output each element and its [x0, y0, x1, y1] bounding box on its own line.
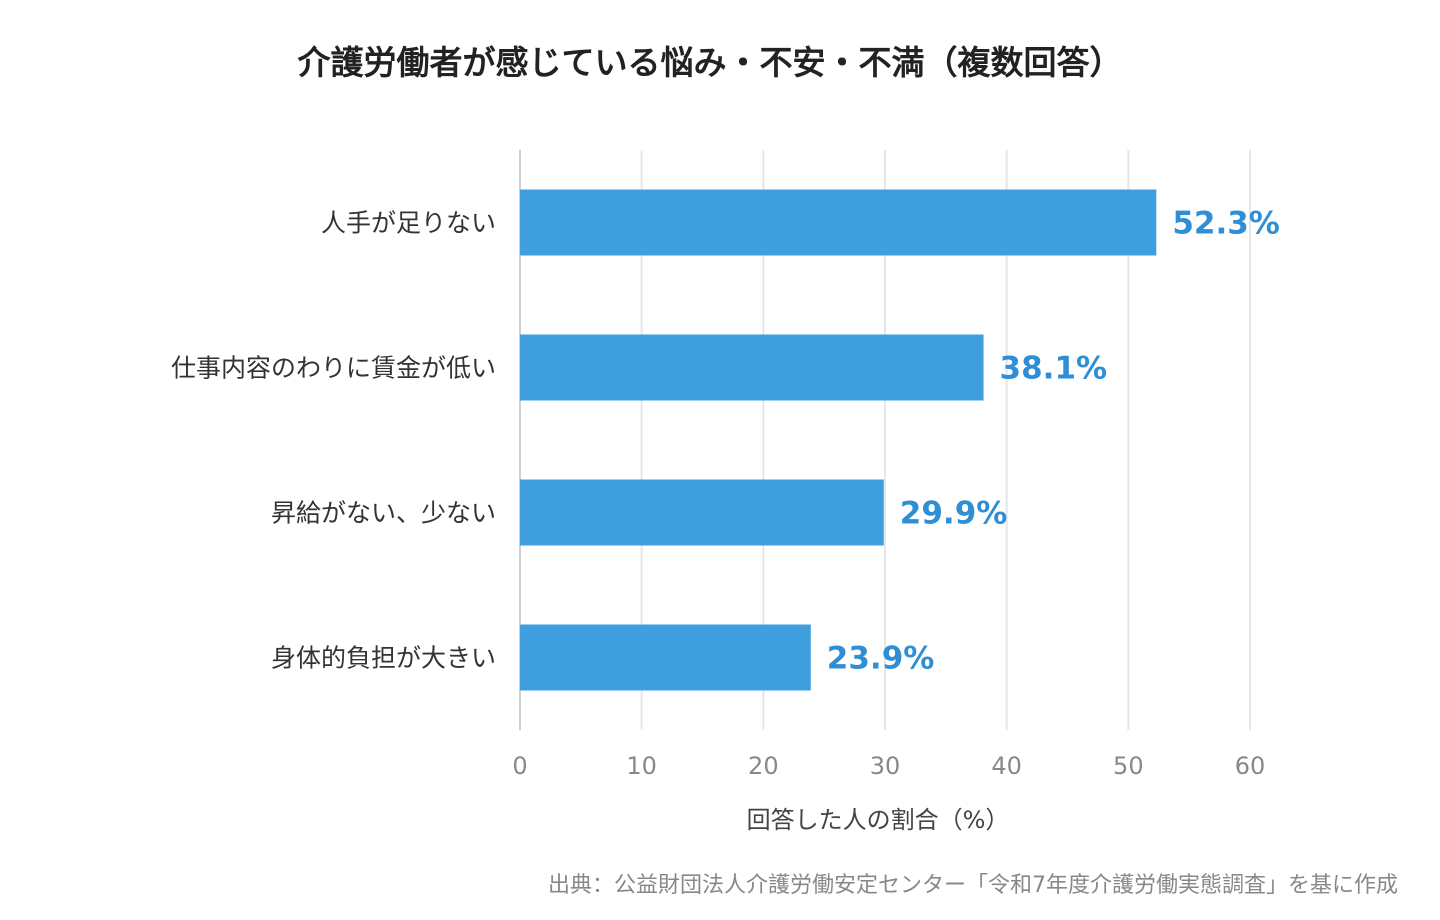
value-label: 23.9%	[827, 641, 935, 677]
value-label: 38.1%	[1000, 351, 1108, 387]
value-label: 29.9%	[900, 496, 1008, 532]
value-labels: 52.3% 38.1% 29.9% 23.9%	[827, 206, 1280, 677]
x-tick-label: 30	[870, 752, 901, 780]
category-label: 身体的負担が大きい	[271, 644, 496, 673]
category-label: 仕事内容のわりに賃金が低い	[171, 354, 496, 383]
x-tick-label: 20	[748, 752, 779, 780]
bar	[520, 334, 984, 401]
x-tick-label: 40	[991, 752, 1022, 780]
bars	[520, 189, 1157, 691]
bar	[520, 189, 1157, 256]
category-label: 人手が足りない	[321, 209, 496, 238]
chart-title: 介護労働者が感じている悩み・不安・不満（複数回答）	[298, 43, 1123, 82]
x-tick-label: 60	[1235, 752, 1266, 780]
x-tick-label: 10	[626, 752, 657, 780]
category-label: 昇給がない、少ない	[271, 499, 496, 528]
x-tick-label: 50	[1113, 752, 1144, 780]
x-axis-ticks: 0 10 20 30 40 50 60	[512, 752, 1265, 780]
value-label: 52.3%	[1172, 206, 1280, 242]
bar	[520, 479, 884, 546]
x-axis-label: 回答した人の割合（%）	[747, 806, 1010, 834]
source-note: 出典：公益財団法人介護労働安定センター「令和7年度介護労働実態調査」を基に作成	[548, 873, 1398, 898]
x-tick-label: 0	[512, 752, 527, 780]
bar	[520, 624, 811, 691]
